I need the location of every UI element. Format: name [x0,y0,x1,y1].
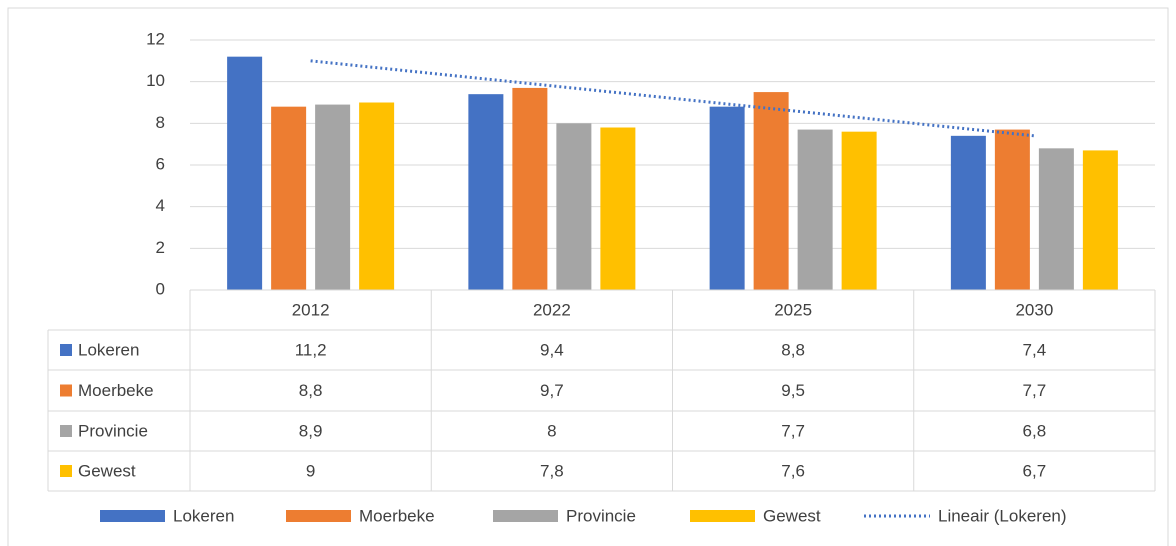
table-cell: 6,8 [1023,421,1047,440]
bar [797,129,833,290]
bar [227,56,263,290]
x-tick-label: 2025 [774,300,812,319]
table-swatch [60,384,72,397]
table-cell: 6,7 [1023,461,1047,480]
trendline [310,59,1035,138]
table-swatch [60,425,72,437]
table-cell: 7,7 [781,421,805,440]
table-cell: 8,8 [299,381,323,400]
table-cell: 11,2 [295,340,327,359]
table-cell: 9 [306,461,315,480]
table-cell: 9,5 [781,381,805,400]
table-row-label: Moerbeke [78,381,154,400]
table-row-label: Provincie [78,421,148,440]
table-cell: 7,7 [1023,381,1047,400]
y-tick-label: 2 [156,238,165,257]
bar [994,129,1030,290]
x-tick-label: 2030 [1015,300,1053,319]
table-row-label: Lokeren [78,340,139,359]
table-swatch [60,465,72,477]
y-tick-label: 12 [146,29,165,48]
bar [468,94,504,291]
bar [753,92,789,290]
bar [556,123,592,290]
legend-swatch [493,510,558,522]
y-tick-label: 8 [156,113,165,132]
legend-swatch [100,510,165,522]
bar [359,102,395,290]
bar [950,135,986,290]
legend-label: Lineair (Lokeren) [938,506,1067,525]
bar [512,87,548,291]
table-cell: 9,4 [540,340,564,359]
table-cell: 8,8 [781,340,805,359]
bar [1082,150,1118,290]
bar [709,106,745,291]
chart-border [7,7,1169,546]
bar [600,127,636,290]
table-cell: 8 [547,421,556,440]
bar [1038,148,1074,290]
legend-label: Provincie [566,506,636,525]
y-tick-label: 10 [146,71,165,90]
legend-label: Moerbeke [359,506,435,525]
y-tick-label: 4 [156,196,165,215]
table-cell: 7,6 [781,461,805,480]
legend-label: Lokeren [173,506,234,525]
bar [315,104,351,290]
table-cell: 7,8 [540,461,564,480]
table-cell: 7,4 [1023,340,1047,359]
bar [841,131,877,290]
legend-swatch [690,510,755,522]
x-tick-label: 2012 [292,300,330,319]
y-tick-label: 6 [156,154,165,173]
legend-label: Gewest [763,506,821,525]
table-swatch [60,344,72,356]
table-cell: 8,9 [299,421,323,440]
bar [271,106,307,291]
y-tick-label: 0 [156,279,165,298]
legend-swatch [286,510,351,522]
table-row-label: Gewest [78,461,136,480]
table-cell: 9,7 [540,381,564,400]
x-tick-label: 2022 [533,300,571,319]
